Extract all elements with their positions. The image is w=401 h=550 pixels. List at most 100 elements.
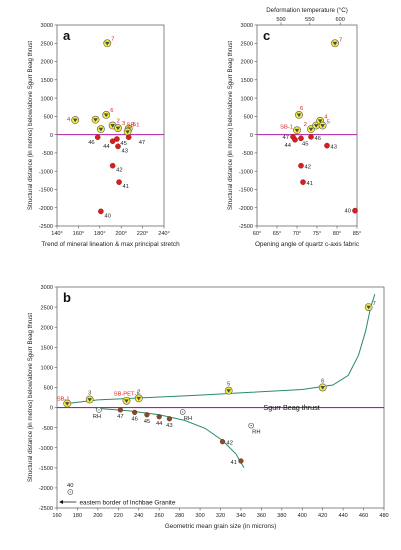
y-axis-label: Structural distance (in metres) below/ab… (227, 41, 234, 210)
y-tick-label: 1000 (41, 366, 53, 372)
x-tick-label: 280 (175, 513, 184, 519)
point-label: SB-1 (57, 397, 70, 403)
point-label: 7 (339, 37, 342, 43)
x-axis-label: Opening angle of quartz c-axis fabric (255, 241, 360, 248)
y-tick-label: 2500 (241, 41, 253, 47)
red-point (324, 142, 330, 149)
red-point (116, 179, 122, 185)
point-label: 40 (104, 213, 110, 219)
x-tick-label: 460 (359, 513, 368, 519)
panel-letter: a (63, 28, 71, 43)
point-label: 7 (111, 36, 114, 42)
point-label: 4 (324, 115, 328, 121)
x-tick-label: 420 (318, 513, 327, 519)
panel-letter: c (263, 28, 270, 43)
point-label: 43 (166, 423, 172, 429)
x-tick-label: 200° (115, 231, 127, 237)
y-tick-label: -500 (42, 426, 53, 432)
triangle-point (124, 399, 129, 403)
x-tick-label: 320 (216, 513, 225, 519)
point-label: 47 (117, 414, 123, 420)
y-tick-label: 1000 (241, 96, 253, 102)
plot-frame (56, 286, 385, 509)
x-tick-label: 300 (195, 513, 204, 519)
point-label: 5 (133, 122, 136, 128)
point-label: 42 (305, 165, 311, 171)
x-tick-label: 180 (73, 513, 82, 519)
red-point (298, 135, 304, 142)
red-point (114, 136, 120, 142)
triangle-point (366, 305, 371, 310)
x-tick-label: 440 (338, 513, 347, 519)
top-tick-label: 500 (276, 17, 285, 23)
x-tick-label: 160 (52, 513, 61, 519)
point-label: 46 (88, 140, 94, 146)
x-tick-label: 260 (155, 513, 164, 519)
x-tick-label: 75° (313, 231, 321, 237)
y-tick-label: -1500 (39, 466, 53, 472)
triangle-point (294, 128, 300, 133)
triangle-point (72, 118, 78, 123)
red-point (298, 162, 304, 169)
plot-frame (256, 24, 358, 227)
point-label: 45 (120, 141, 126, 147)
triangle-point (64, 402, 70, 406)
triangle-point (125, 130, 130, 134)
triangle-point (93, 118, 98, 122)
point-label: 2 (137, 389, 140, 395)
x-tick-label: 180° (94, 231, 106, 237)
y-tick-label: 0 (50, 133, 53, 139)
point-label: 41 (230, 460, 236, 466)
point-label: 44 (103, 144, 110, 150)
triangle-point (87, 398, 92, 402)
y-axis-label: Structural distance (in metres) below/ab… (27, 41, 34, 210)
y-tick-label: 3000 (41, 285, 53, 291)
y-tick-label: -2000 (239, 206, 253, 212)
y-tick-label: 500 (44, 386, 53, 392)
y-tick-label: 0 (250, 133, 253, 139)
red-point (94, 134, 101, 140)
panel-b: -2500 -2000 -1500 -1000 -500 0 500 1000 1500 2000… (27, 285, 389, 530)
y-tick-label: -2000 (39, 486, 53, 492)
point-label: 40 (345, 209, 351, 215)
y-tick-label: 2000 (41, 60, 53, 66)
annotation-text: eastern border of Inchbae Granite (79, 499, 175, 506)
point-label: RH (93, 414, 101, 420)
triangle-point (308, 127, 314, 132)
point-label: 6 (321, 378, 324, 384)
triangle-point (136, 396, 142, 401)
triangle-point (320, 386, 325, 390)
y-tick-label: 0 (50, 406, 53, 412)
thrust-line-label: Sgurr Beag thrust (263, 403, 319, 412)
point-label: 42 (227, 441, 233, 447)
triangle-point (332, 41, 338, 46)
y-tick-label: 500 (44, 115, 53, 121)
point-label: RH (252, 430, 260, 436)
brown-point (132, 409, 138, 415)
y-tick-label: 2500 (41, 41, 53, 47)
point-label: 40 (67, 483, 73, 489)
point-label: 44 (285, 143, 292, 149)
y-tick-label: 1500 (41, 78, 53, 84)
point-label: 45 (302, 141, 308, 147)
y-tick-label: 500 (244, 115, 253, 121)
y-tick-label: 2500 (41, 305, 53, 311)
annotation-arrowhead (59, 499, 64, 504)
point-label: 47 (283, 135, 289, 141)
x-tick-label: 220 (114, 513, 123, 519)
point-label: 3 (88, 391, 91, 397)
point-label: 44 (156, 421, 163, 427)
point-label: 47 (139, 140, 145, 146)
x-tick-label: 140° (51, 231, 63, 237)
y-tick-label: -500 (42, 151, 53, 157)
red-point (98, 208, 104, 215)
point-label: 2 (304, 122, 307, 128)
point-label: 42 (116, 168, 122, 174)
y-tick-label: 3000 (241, 23, 253, 29)
x-tick-label: 400 (298, 513, 307, 519)
brown-point (219, 439, 226, 445)
x-tick-label: 480 (379, 513, 388, 519)
point-label: 5 (327, 120, 330, 126)
triangle-point (317, 119, 323, 123)
